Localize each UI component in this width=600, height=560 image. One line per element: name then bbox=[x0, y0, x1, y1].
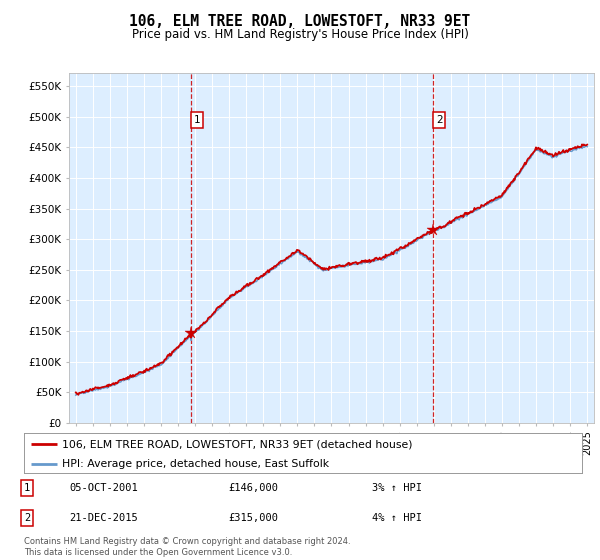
Text: Price paid vs. HM Land Registry's House Price Index (HPI): Price paid vs. HM Land Registry's House … bbox=[131, 28, 469, 41]
Text: 2: 2 bbox=[24, 513, 30, 523]
Text: £146,000: £146,000 bbox=[228, 483, 278, 493]
Text: Contains HM Land Registry data © Crown copyright and database right 2024.
This d: Contains HM Land Registry data © Crown c… bbox=[24, 537, 350, 557]
Text: 106, ELM TREE ROAD, LOWESTOFT, NR33 9ET (detached house): 106, ELM TREE ROAD, LOWESTOFT, NR33 9ET … bbox=[62, 439, 412, 449]
Text: 3% ↑ HPI: 3% ↑ HPI bbox=[372, 483, 422, 493]
Text: 4% ↑ HPI: 4% ↑ HPI bbox=[372, 513, 422, 523]
Text: HPI: Average price, detached house, East Suffolk: HPI: Average price, detached house, East… bbox=[62, 459, 329, 469]
Text: 1: 1 bbox=[24, 483, 30, 493]
Text: 21-DEC-2015: 21-DEC-2015 bbox=[69, 513, 138, 523]
Text: £315,000: £315,000 bbox=[228, 513, 278, 523]
Text: 1: 1 bbox=[194, 115, 200, 125]
Text: 05-OCT-2001: 05-OCT-2001 bbox=[69, 483, 138, 493]
Text: 106, ELM TREE ROAD, LOWESTOFT, NR33 9ET: 106, ELM TREE ROAD, LOWESTOFT, NR33 9ET bbox=[130, 14, 470, 29]
Text: 2: 2 bbox=[436, 115, 442, 125]
